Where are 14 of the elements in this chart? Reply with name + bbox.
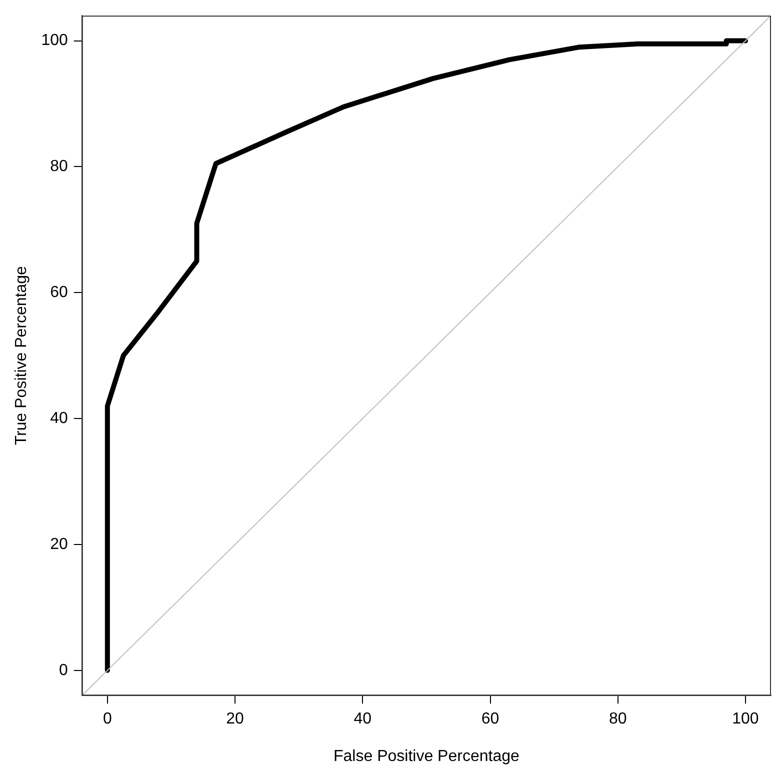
x-tick-label: 40 xyxy=(354,710,372,728)
x-tick-label: 0 xyxy=(102,710,112,728)
y-tick-label: 40 xyxy=(50,410,68,427)
y-axis-title: True Positive Percentage xyxy=(13,266,30,446)
y-tick-label: 0 xyxy=(58,662,68,679)
y-tick-label: 100 xyxy=(41,32,68,50)
x-tick-label: 100 xyxy=(732,710,759,728)
x-tick-label: 60 xyxy=(481,710,500,728)
x-tick-label: 80 xyxy=(608,710,627,728)
x-axis-title: False Positive Percentage xyxy=(334,748,520,765)
x-tick-label: 20 xyxy=(226,710,244,728)
y-tick-label: 60 xyxy=(50,284,68,302)
y-tick-label: 20 xyxy=(50,536,68,553)
y-tick-label: 80 xyxy=(50,158,68,176)
